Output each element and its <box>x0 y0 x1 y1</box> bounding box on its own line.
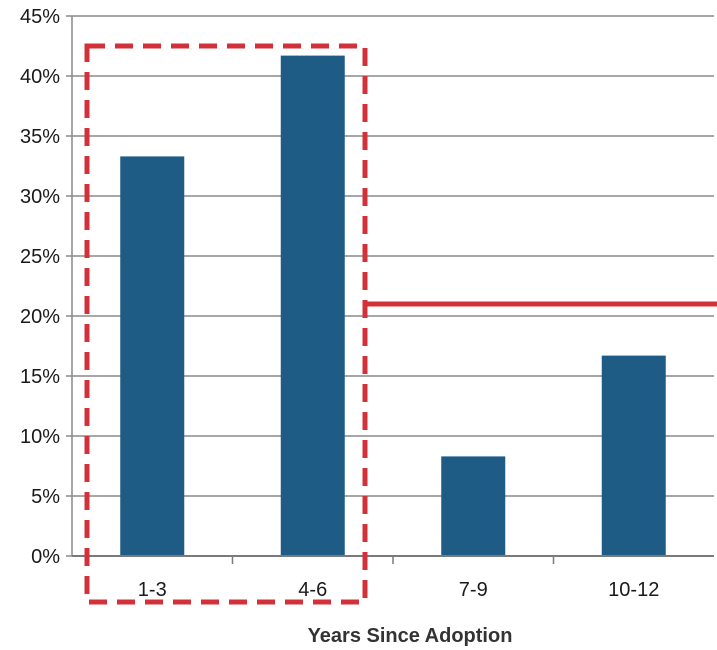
x-tick-label: 4-6 <box>298 579 327 601</box>
y-tick-label: 0% <box>31 546 60 568</box>
y-tick-label: 40% <box>20 66 60 88</box>
highlight-box <box>84 43 368 605</box>
y-tick-label: 45% <box>20 6 60 28</box>
x-axis: 1-3 4-6 7-9 10-12 <box>71 16 714 601</box>
x-axis-title: Years Since Adoption <box>308 625 513 647</box>
x-tick-label: 7-9 <box>459 579 488 601</box>
bar-4-6 <box>280 55 345 556</box>
bar-7-9 <box>441 456 506 556</box>
y-tick-label: 25% <box>20 246 60 268</box>
y-tick-label: 30% <box>20 186 60 208</box>
annotations <box>84 43 717 605</box>
y-tick-label: 15% <box>20 366 60 388</box>
y-tick-label: 35% <box>20 126 60 148</box>
x-tick-label: 10-12 <box>608 579 659 601</box>
bars <box>120 55 666 556</box>
x-tick-label: 1-3 <box>138 579 167 601</box>
y-tick-label: 5% <box>31 486 60 508</box>
bar-10-12 <box>601 355 666 556</box>
y-tick-label: 20% <box>20 306 60 328</box>
y-tick-label: 10% <box>20 426 60 448</box>
y-axis: 0% 5% 10% 15% 20% 25% 30% 35% 40% 45% <box>20 6 60 568</box>
bar-1-3 <box>120 156 185 556</box>
